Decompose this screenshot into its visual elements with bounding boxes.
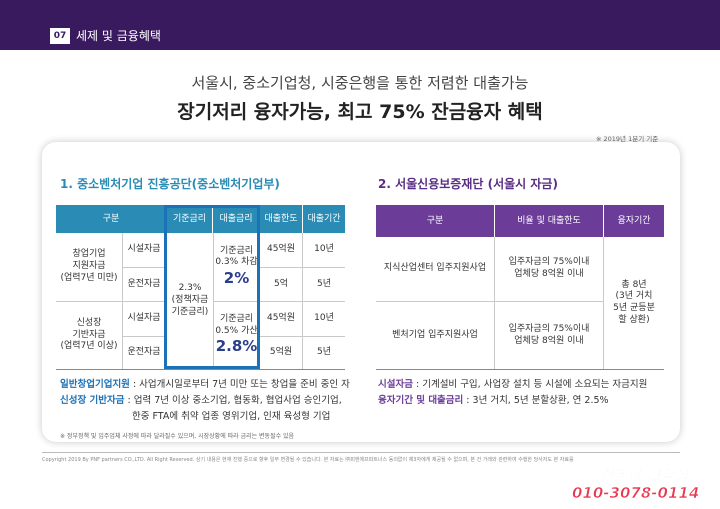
note-line: 신성장 기반자금 : 업력 7년 이상 중소기업, 협동화, 협업사업 승인기업…: [60, 393, 350, 409]
section2-title: 2. 서울신용보증재단 (서울시 자금): [378, 177, 558, 191]
t1-base-rate-line1: 2.3%: [178, 283, 202, 294]
grid-line: [56, 301, 167, 302]
t1-subtype: 운전자금: [127, 347, 161, 358]
t1-limit: 45억원: [266, 244, 295, 255]
t1-subtype: 시설자금: [127, 244, 161, 255]
t1-limit: 5억: [273, 278, 288, 289]
note-key: 융자기간 및 대출금리: [378, 395, 464, 406]
grid-line: [603, 237, 604, 369]
t1-base-rate-line2: (정책자금: [171, 295, 209, 306]
t1-subtype: 시설자금: [127, 313, 161, 324]
t2-period: 총 8년 (3년 거치 5년 균등분 할 상환): [604, 237, 664, 369]
grid-line: [122, 267, 167, 268]
reference-date: ※ 2019년 1분기 기준: [596, 135, 659, 143]
t1-period: 10년: [314, 244, 334, 255]
t1-header-category: 구분: [56, 205, 166, 233]
copyright-text: Copyright 2019 By PNF partners CO.,LTD. …: [42, 457, 574, 463]
footer-divider: [42, 452, 680, 453]
watermark-name: 친절한 민실장: [600, 466, 689, 485]
top-header-bar: [0, 0, 720, 50]
sub-headline: 서울시, 중소기업청, 시중은행을 통한 저렴한 대출가능: [191, 74, 529, 92]
t2-ratio-line2: 업체당 8억원 이내: [514, 335, 584, 346]
note-line: 시설자금 : 기계설비 구입, 사업장 설치 등 시설에 소요되는 자금지원: [378, 377, 647, 393]
t1-period: 5년: [316, 278, 331, 289]
note-key: 시설자금: [378, 379, 413, 390]
note-line: 융자기간 및 대출금리 : 3년 거치, 5년 분할상환, 연 2.5%: [378, 393, 647, 409]
t2-ratio-line1: 입주자금의 75%이내: [508, 323, 590, 334]
notes-left: 일반창업기업지원 : 사업개시일로부터 7년 미만 또는 창업을 준비 중인 자…: [60, 377, 350, 425]
t1-group-growth: 신성장 기반자금 (업력7년 이상): [56, 302, 122, 369]
grid-line: [122, 336, 167, 337]
note-key: 신성장 기반자금: [60, 395, 125, 406]
footnote: ※ 정부정책 및 입주업체 사정에 따라 달라질수 있으며, 시장상황에 따라 …: [60, 433, 295, 440]
t1-header-period: 대출기간: [303, 205, 345, 233]
t1-loan-rate-startup: 기준금리 0.3% 차감 2%: [213, 233, 260, 301]
t1-group-startup-line2: 지원자금: [72, 261, 106, 272]
grid-line: [494, 237, 495, 369]
note-line: 한중 FTA에 취약 업종 영위기업, 인재 육성형 기업: [60, 409, 350, 425]
t1-limit: 5억원: [269, 347, 293, 358]
t1-header-limit: 대출한도: [260, 205, 302, 233]
t1-group-growth-line2: 기반자금: [72, 329, 106, 340]
t1-base-rate: 2.3% (정책자금 기준금리): [167, 233, 213, 369]
table-bottom-line: [376, 369, 664, 370]
grid-line: [213, 233, 214, 369]
t2-header-category: 구분: [376, 205, 494, 237]
t1-loan-rate-adjust: 0.5% 가산: [215, 325, 258, 336]
t1-group-startup-line3: (업력7년 미만): [60, 272, 118, 283]
section1-title: 1. 중소벤처기업 진흥공단(중소벤처기업부): [60, 177, 280, 191]
t1-header-base-rate: 기준금리: [167, 205, 212, 233]
note-text: : 3년 거치, 5년 분할상환, 연 2.5%: [463, 395, 609, 406]
t1-subtype: 운전자금: [127, 278, 161, 289]
content-panel: [42, 142, 680, 442]
t2-period-line3: 5년 균등분: [613, 303, 655, 313]
note-text: : 사업개시일로부터 7년 미만 또는 창업을 준비 중인 자: [129, 379, 350, 390]
t2-ratio-line1: 입주자금의 75%이내: [508, 257, 590, 268]
t1-group-startup: 창업기업 지원자금 (업력7년 미만): [56, 233, 122, 301]
t1-period: 5년: [316, 347, 331, 358]
grid-line: [122, 233, 123, 369]
notes-right: 시설자금 : 기계설비 구입, 사업장 설치 등 시설에 소요되는 자금지원 융…: [378, 377, 647, 409]
t2-ratio-line2: 업체당 8억원 이내: [514, 269, 584, 279]
t2-row-ratio: 입주자금의 75%이내 업체당 8억원 이내: [495, 302, 603, 369]
grid-line: [376, 301, 603, 302]
watermark-phone: 010-3078-0114: [572, 484, 700, 503]
t1-group-growth-line1: 신성장: [76, 317, 102, 328]
t2-row-name: 벤처기업 입주지원사업: [392, 329, 478, 340]
note-line: 일반창업기업지원 : 사업개시일로부터 7년 미만 또는 창업을 준비 중인 자: [60, 377, 350, 393]
t1-loan-rate-value: 2.8%: [215, 337, 258, 356]
note-text: : 업력 7년 이상 중소기업, 협동화, 협업사업 승인기업,: [124, 395, 342, 406]
t2-period-line1: 총 8년: [621, 279, 647, 290]
t1-base-rate-line3: 기준금리): [171, 306, 209, 317]
grid-line: [213, 301, 345, 302]
grid-line: [302, 233, 303, 369]
t1-group-startup-line1: 창업기업: [72, 249, 106, 260]
rate-highlight-box: [164, 205, 260, 369]
t1-limit: 45억원: [266, 313, 295, 324]
t1-loan-rate-value: 2%: [223, 268, 250, 287]
t1-header-loan-rate: 대출금리: [213, 205, 259, 233]
t1-loan-rate-adjust: 0.3% 차감: [215, 257, 258, 268]
chapter-number-badge: 07: [50, 28, 70, 44]
t2-period-line2: (3년 거치: [615, 291, 653, 302]
t1-period: 10년: [314, 313, 334, 324]
note-text: : 기계설비 구입, 사업장 설치 등 시설에 소요되는 자금지원: [412, 379, 648, 390]
t2-header-period: 융자기간: [604, 205, 664, 237]
t2-header-ratio: 비율 및 대출한도: [495, 205, 603, 237]
headline: 장기저리 융자가능, 최고 75% 잔금융자 혜택: [177, 101, 543, 123]
t1-loan-rate-label: 기준금리: [219, 245, 254, 256]
t2-row-ratio: 입주자금의 75%이내 업체당 8억원 이내: [495, 237, 603, 301]
t2-period-line4: 할 상환): [618, 314, 650, 325]
table-bottom-line: [56, 369, 345, 370]
t1-loan-rate-growth: 기준금리 0.5% 가산 2.8%: [213, 302, 260, 369]
note-text: 한중 FTA에 취약 업종 영위기업, 인재 육성형 기업: [132, 411, 331, 422]
t1-group-growth-line3: (업력7년 이상): [60, 341, 118, 352]
t1-loan-rate-label: 기준금리: [219, 314, 254, 325]
t2-row-name: 지식산업센터 입주지원사업: [383, 263, 487, 274]
chapter-title: 세제 및 금융혜택: [76, 29, 161, 43]
note-key: 일반창업기업지원: [60, 379, 130, 390]
